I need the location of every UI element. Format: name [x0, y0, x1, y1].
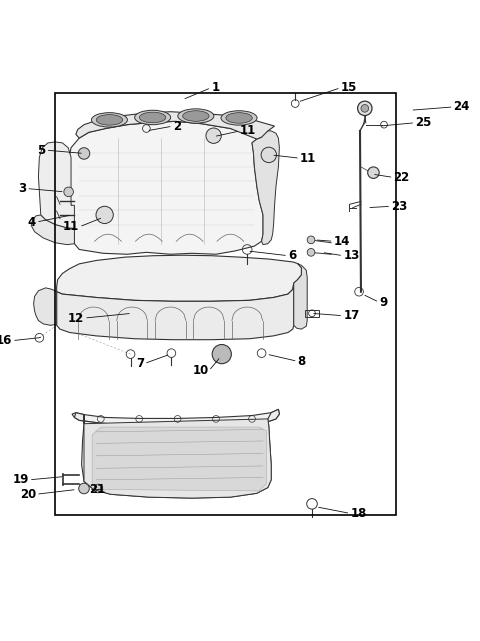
Polygon shape — [294, 264, 307, 329]
Text: 17: 17 — [343, 309, 360, 322]
Text: 1: 1 — [211, 81, 219, 94]
Text: 3: 3 — [18, 182, 26, 195]
Ellipse shape — [96, 115, 123, 125]
Polygon shape — [34, 288, 57, 325]
Text: 2: 2 — [173, 120, 181, 133]
Bar — [55, 92, 396, 515]
Circle shape — [64, 187, 73, 197]
Circle shape — [212, 344, 231, 363]
Circle shape — [96, 206, 113, 224]
Ellipse shape — [178, 109, 214, 123]
Text: 23: 23 — [391, 200, 408, 213]
Ellipse shape — [182, 111, 209, 121]
Circle shape — [358, 101, 372, 115]
Text: 24: 24 — [454, 101, 470, 113]
Text: 7: 7 — [136, 357, 144, 370]
Polygon shape — [57, 283, 294, 340]
Circle shape — [368, 167, 379, 178]
Text: 22: 22 — [394, 171, 410, 184]
Circle shape — [206, 128, 221, 144]
Text: 14: 14 — [334, 235, 350, 248]
Circle shape — [307, 236, 315, 244]
Polygon shape — [38, 142, 74, 228]
Circle shape — [79, 483, 89, 494]
Polygon shape — [74, 410, 279, 498]
Text: 5: 5 — [37, 144, 46, 156]
Ellipse shape — [140, 112, 166, 122]
Ellipse shape — [226, 113, 252, 123]
Polygon shape — [84, 415, 271, 498]
Text: 12: 12 — [68, 312, 84, 324]
Polygon shape — [72, 410, 279, 426]
Text: 20: 20 — [20, 488, 36, 501]
Text: 16: 16 — [0, 334, 12, 347]
Polygon shape — [92, 427, 266, 491]
Text: 13: 13 — [343, 249, 360, 262]
Circle shape — [307, 249, 315, 256]
Text: 11: 11 — [240, 124, 256, 137]
Text: 15: 15 — [341, 81, 357, 94]
Circle shape — [261, 147, 276, 163]
Polygon shape — [57, 255, 301, 301]
Text: 6: 6 — [288, 249, 296, 262]
Text: 25: 25 — [415, 116, 432, 129]
Text: 4: 4 — [28, 215, 36, 229]
Text: 19: 19 — [12, 473, 29, 487]
Ellipse shape — [91, 113, 128, 127]
Ellipse shape — [134, 110, 171, 124]
Polygon shape — [76, 112, 275, 139]
Circle shape — [78, 147, 90, 159]
Text: 11: 11 — [63, 221, 79, 233]
Polygon shape — [252, 131, 279, 245]
Ellipse shape — [221, 111, 257, 125]
Text: 18: 18 — [350, 507, 367, 520]
Circle shape — [361, 104, 369, 112]
Text: 10: 10 — [192, 364, 209, 378]
Text: 21: 21 — [89, 483, 105, 496]
Polygon shape — [31, 215, 74, 245]
Text: 11: 11 — [300, 152, 316, 165]
Text: 9: 9 — [379, 296, 387, 309]
Text: 8: 8 — [298, 355, 306, 368]
Polygon shape — [67, 121, 263, 254]
